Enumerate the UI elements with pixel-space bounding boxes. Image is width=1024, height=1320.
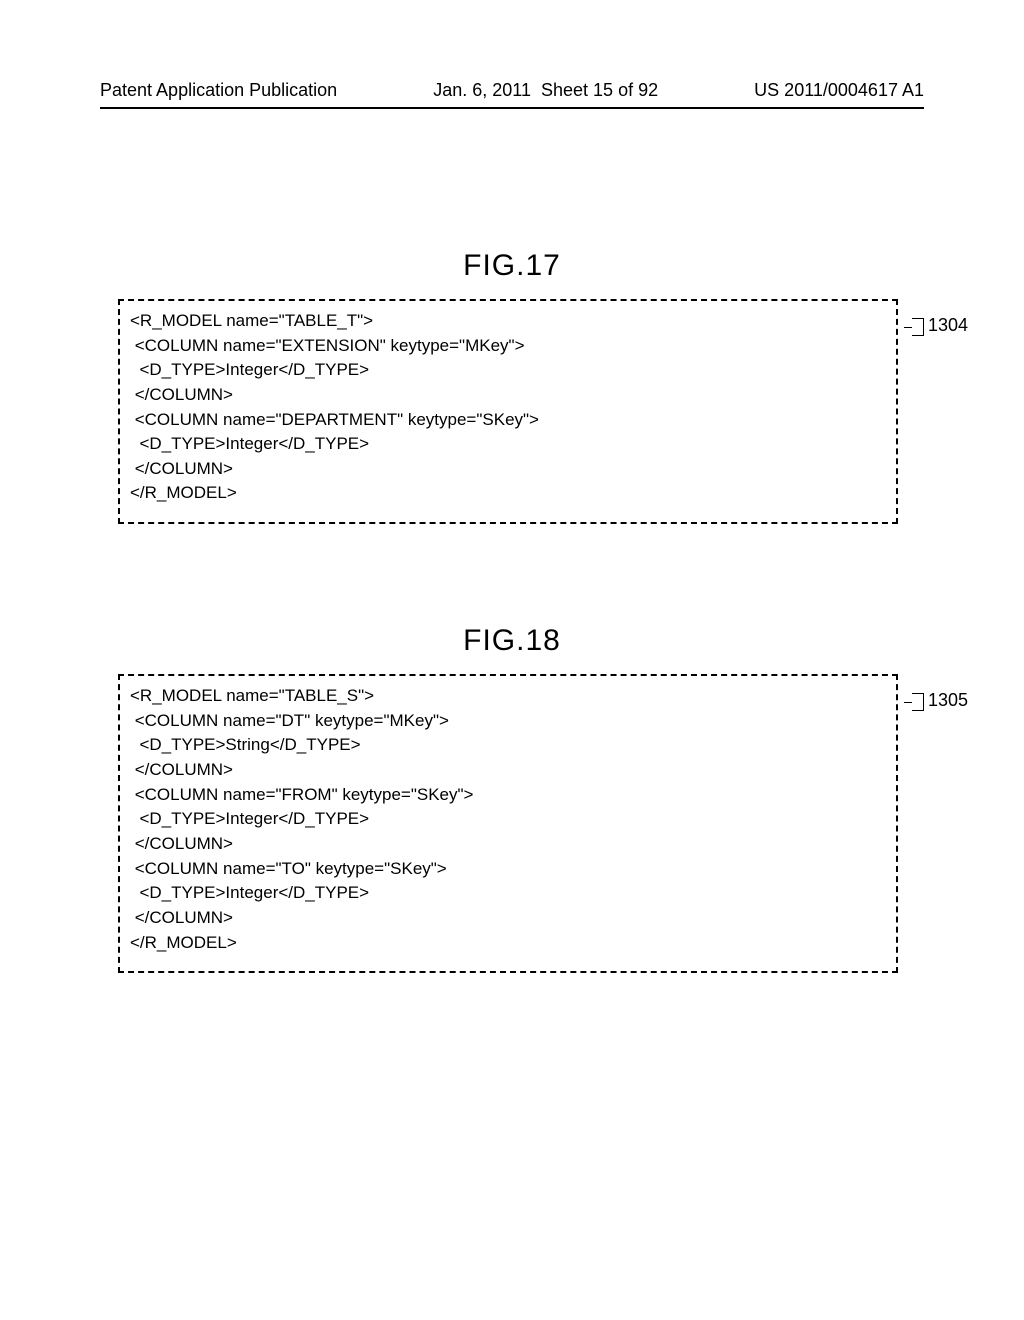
bracket-icon [912,693,924,711]
figure-18-ref-number: 1305 [928,690,968,711]
header-pubno: US 2011/0004617 A1 [754,80,924,101]
figure-18-title: FIG.18 [100,624,924,658]
figure-17: FIG.17 <R_MODEL name="TABLE_T"> <COLUMN … [100,249,924,524]
patent-page: Patent Application Publication Jan. 6, 2… [0,0,1024,1320]
header-publication: Patent Application Publication [100,80,337,101]
figure-17-codewrap: <R_MODEL name="TABLE_T"> <COLUMN name="E… [118,299,898,524]
header-date-sheet: Jan. 6, 2011 Sheet 15 of 92 [433,80,658,101]
figure-18-codewrap: <R_MODEL name="TABLE_S"> <COLUMN name="D… [118,674,898,973]
figure-18-codebox: <R_MODEL name="TABLE_S"> <COLUMN name="D… [118,674,898,973]
figure-17-ref-number: 1304 [928,315,968,336]
figure-17-title: FIG.17 [100,249,924,283]
figure-17-codebox: <R_MODEL name="TABLE_T"> <COLUMN name="E… [118,299,898,524]
header-date: Jan. 6, 2011 [433,80,531,100]
figure-18: FIG.18 <R_MODEL name="TABLE_S"> <COLUMN … [100,624,924,973]
page-header: Patent Application Publication Jan. 6, 2… [100,80,924,109]
figure-18-ref: 1305 [912,690,968,711]
header-sheet: Sheet 15 of 92 [541,80,658,100]
bracket-icon [912,318,924,336]
figure-17-ref: 1304 [912,315,968,336]
